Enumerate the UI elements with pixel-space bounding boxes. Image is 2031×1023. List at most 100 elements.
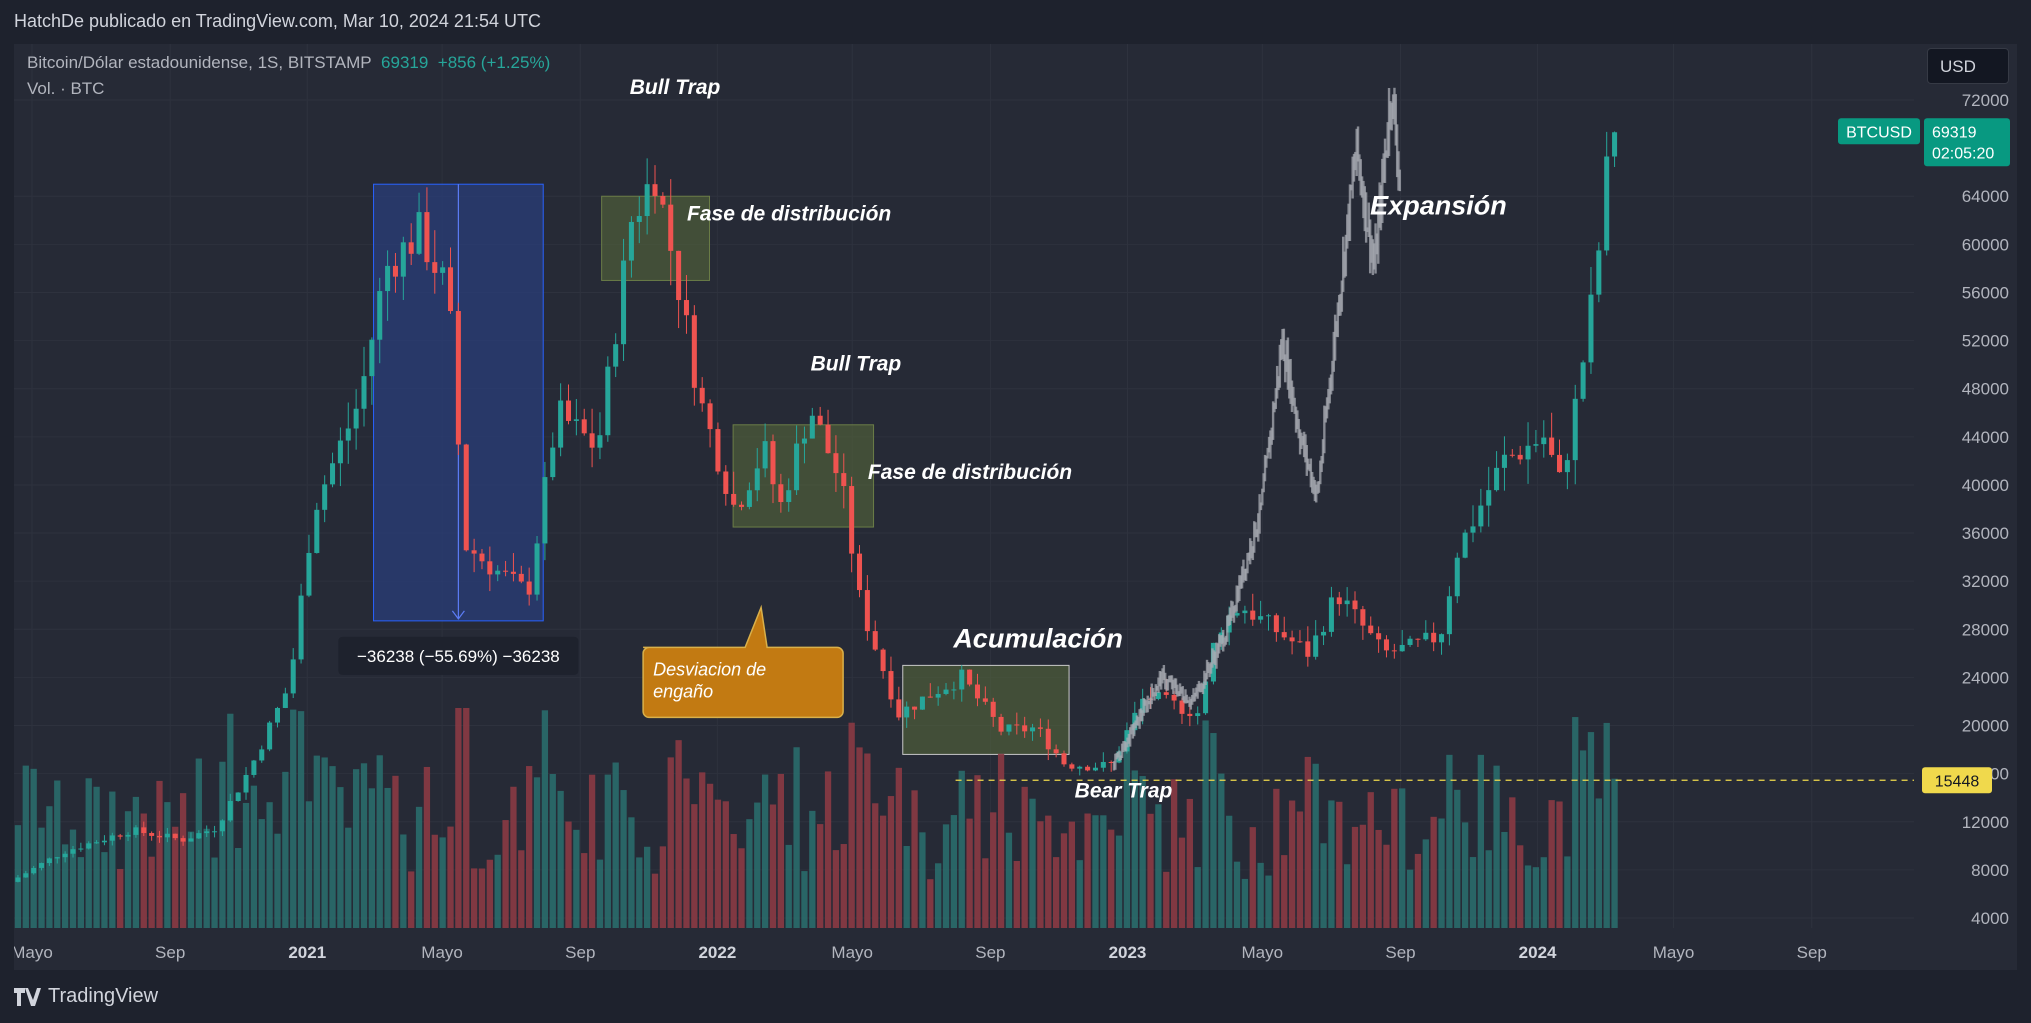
price-tick-label: 72000 <box>1962 91 2009 110</box>
volume-bar <box>769 804 777 928</box>
candle <box>510 553 516 582</box>
volume-bar <box>1501 831 1508 928</box>
time-tick-label: Mayo <box>1653 943 1695 962</box>
candle-body <box>298 595 304 660</box>
volume-bar <box>1477 754 1484 928</box>
volume-bar <box>699 772 706 928</box>
candle <box>1289 630 1295 655</box>
volume-bar <box>235 848 242 928</box>
candle <box>1242 605 1248 624</box>
volume-bar <box>1517 845 1524 928</box>
candle-body <box>652 184 658 196</box>
volume-bar <box>1100 815 1107 928</box>
candle-body <box>1580 362 1586 399</box>
volume-bar <box>30 768 37 928</box>
volume-bar <box>1005 832 1013 928</box>
currency-button[interactable]: USD <box>1927 48 2009 84</box>
candle-body <box>1604 156 1610 251</box>
candle-body <box>660 195 666 205</box>
candle-body <box>739 504 745 507</box>
time-tick-label: Mayo <box>831 943 873 962</box>
candle <box>424 187 430 271</box>
candle <box>1171 691 1177 710</box>
candle-body <box>526 581 532 595</box>
time-axis[interactable]: Mayo Sep 2021 Mayo Sep 2022 Mayo Sep 2023 Mayo Sep… <box>14 943 1827 962</box>
price-axis[interactable]: 4000800012000160002000024000280003200036… <box>1962 91 2009 928</box>
volume-bar <box>777 773 784 928</box>
volume-bar <box>526 766 533 928</box>
volume-bar <box>1430 816 1437 928</box>
volume-bar <box>1108 829 1115 928</box>
volume-bar <box>431 834 438 928</box>
candle-body <box>565 400 572 421</box>
candle <box>754 448 760 502</box>
candle <box>1486 466 1492 527</box>
candle <box>1069 762 1075 772</box>
candle <box>597 412 603 460</box>
candle-body <box>1313 635 1319 657</box>
volume-bar <box>746 819 753 928</box>
candle <box>565 384 572 425</box>
candle <box>1478 488 1484 533</box>
volume-bar <box>879 815 887 928</box>
candle-body <box>15 877 21 882</box>
volume-legend: Vol. · BTC <box>27 79 105 98</box>
volume-bar <box>620 790 627 928</box>
volume-bar <box>447 826 454 928</box>
annotation-label: Bull Trap <box>630 76 721 99</box>
candle-body <box>400 242 406 277</box>
candle <box>101 835 107 846</box>
candle <box>1305 626 1311 667</box>
candle <box>660 192 666 209</box>
price-tick-label: 24000 <box>1962 668 2009 687</box>
candle <box>731 471 737 507</box>
volume-bar <box>61 844 69 928</box>
accumulation-zone[interactable] <box>902 664 1070 755</box>
chart-pane[interactable] <box>14 44 2017 970</box>
candle-body <box>471 550 477 554</box>
candle <box>589 408 595 468</box>
volume-bar <box>872 803 879 928</box>
volume-bar <box>919 832 926 928</box>
price-badge[interactable]: BTCUSD 69319 02:05:20 <box>1838 118 2010 167</box>
candle <box>872 620 878 652</box>
candle-body <box>1265 615 1272 617</box>
volume-bar <box>533 777 541 928</box>
price-tick-label: 4000 <box>1971 909 2009 928</box>
candle <box>86 841 92 850</box>
candle <box>1297 630 1303 643</box>
candle-body <box>1234 613 1240 616</box>
volume-bar <box>132 796 140 928</box>
candle-body <box>188 838 194 842</box>
volume-bar <box>612 762 619 928</box>
volume-bar <box>1013 860 1020 928</box>
candle <box>243 767 249 800</box>
published-by-header: HatchDe publicado en TradingView.com, Ma… <box>14 11 541 31</box>
volume-bar <box>824 771 832 928</box>
volume-bar <box>958 770 965 928</box>
candle-body <box>1187 713 1193 717</box>
candle <box>573 398 579 436</box>
price-tick-label: 36000 <box>1962 524 2009 543</box>
candle-body <box>1415 638 1421 640</box>
candle <box>841 453 847 509</box>
time-tick-label: Sep <box>155 943 185 962</box>
candle <box>1604 131 1610 256</box>
volume-bar <box>1461 822 1469 928</box>
candle <box>1431 622 1437 652</box>
time-tick-label: Mayo <box>14 943 53 962</box>
tradingview-footer[interactable]: TradingView <box>14 985 158 1008</box>
price-chart[interactable]: 4000800012000160002000024000280003200036… <box>14 44 2017 970</box>
level-badge[interactable]: 15448 <box>1922 767 1992 794</box>
volume-bar <box>1045 815 1052 928</box>
candle <box>408 223 414 266</box>
volume-bar <box>69 829 77 928</box>
candle <box>109 832 115 846</box>
distribution-zone[interactable] <box>601 195 711 281</box>
candle <box>188 832 194 842</box>
candle-body <box>180 838 186 842</box>
candle-body <box>1344 600 1350 605</box>
candle <box>1446 586 1452 646</box>
candle <box>487 546 493 592</box>
